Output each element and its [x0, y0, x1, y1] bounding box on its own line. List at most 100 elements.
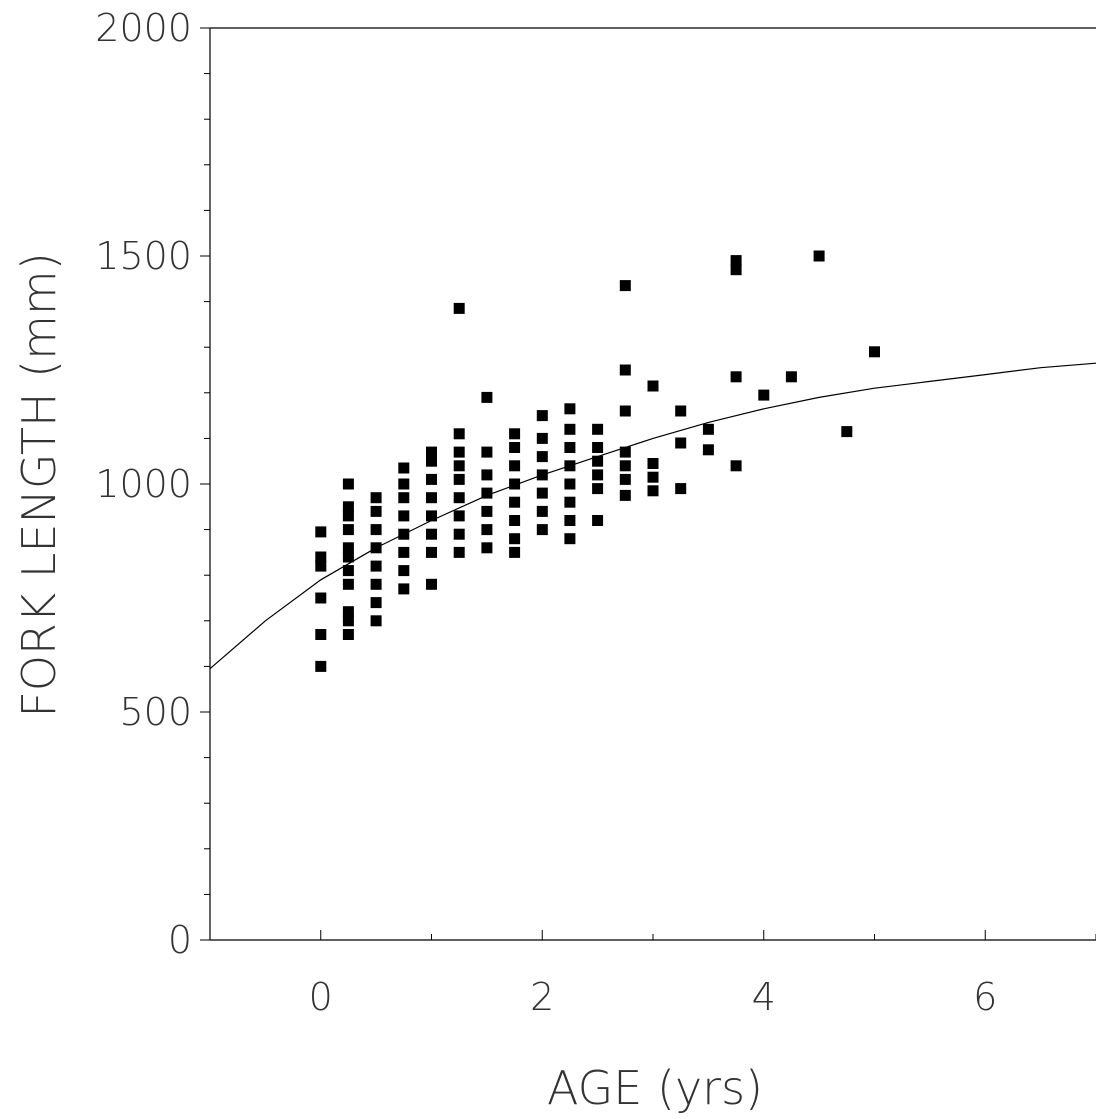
- data-point: [647, 458, 659, 469]
- x-axis-title: AGE (yrs): [547, 1061, 763, 1115]
- data-point: [592, 455, 604, 467]
- data-point: [509, 546, 521, 558]
- data-point: [315, 629, 327, 640]
- data-point: [564, 478, 576, 490]
- axis-tick-labels: 0 500 1000 1500 2000 0 2 4 6: [95, 6, 997, 1019]
- data-point: [453, 492, 465, 504]
- data-point: [453, 460, 465, 472]
- data-point: [675, 405, 687, 417]
- y-tick-label: 1000: [95, 462, 192, 506]
- data-point: [509, 460, 521, 472]
- data-point: [619, 446, 631, 458]
- data-point: [702, 444, 714, 456]
- data-point: [370, 597, 382, 609]
- data-points: [315, 250, 880, 672]
- data-point: [592, 469, 604, 481]
- data-point: [342, 524, 354, 536]
- data-point: [509, 442, 521, 453]
- data-point: [315, 660, 327, 672]
- data-point: [315, 551, 327, 563]
- data-point: [398, 510, 410, 522]
- data-point: [509, 428, 521, 440]
- data-point: [398, 528, 410, 540]
- data-point: [675, 437, 687, 449]
- data-point: [536, 487, 548, 499]
- data-point: [675, 483, 687, 495]
- y-tick-label: 500: [119, 690, 192, 734]
- data-point: [481, 524, 493, 536]
- data-point: [426, 492, 437, 504]
- data-point: [426, 455, 437, 467]
- data-point: [619, 280, 631, 292]
- data-point: [592, 515, 604, 526]
- data-point: [315, 592, 327, 604]
- data-point: [647, 471, 659, 483]
- data-point: [509, 533, 521, 545]
- y-tick-label: 0: [168, 918, 192, 962]
- data-point: [426, 578, 437, 590]
- data-point: [370, 560, 382, 572]
- data-point: [370, 524, 382, 536]
- data-point: [342, 615, 354, 627]
- data-point: [370, 578, 382, 590]
- data-point: [426, 546, 437, 558]
- x-tick-label: 0: [309, 975, 333, 1019]
- data-point: [453, 528, 465, 540]
- data-point: [509, 496, 521, 508]
- data-point: [342, 578, 354, 590]
- data-point: [398, 462, 410, 474]
- x-tick-label: 6: [973, 975, 997, 1019]
- x-tick-label: 4: [752, 975, 776, 1019]
- data-point: [370, 505, 382, 517]
- y-tick-label: 1500: [95, 234, 192, 278]
- data-point: [426, 510, 437, 522]
- data-point: [453, 546, 465, 558]
- data-point: [453, 510, 465, 522]
- data-point: [453, 428, 465, 440]
- data-point: [481, 469, 493, 481]
- data-point: [481, 446, 493, 458]
- data-point: [481, 542, 493, 554]
- data-point: [426, 473, 437, 485]
- data-point: [647, 380, 659, 392]
- data-point: [592, 442, 604, 453]
- data-point: [342, 510, 354, 522]
- data-point: [370, 542, 382, 554]
- axis-ticks: [200, 27, 1096, 941]
- data-point: [342, 629, 354, 640]
- data-point: [398, 583, 410, 595]
- data-point: [619, 473, 631, 485]
- data-point: [509, 478, 521, 490]
- data-point: [536, 469, 548, 481]
- fitted-growth-curve: [209, 362, 1096, 670]
- data-point: [564, 515, 576, 526]
- x-tick-label: 2: [530, 975, 554, 1019]
- data-point: [619, 364, 631, 376]
- data-point: [342, 542, 354, 554]
- data-point: [453, 446, 465, 458]
- data-point: [481, 391, 493, 403]
- data-point: [370, 492, 382, 504]
- data-point: [398, 492, 410, 504]
- data-point: [536, 451, 548, 463]
- data-point: [426, 446, 437, 458]
- data-point: [342, 565, 354, 577]
- data-point: [730, 264, 742, 276]
- data-point: [785, 371, 797, 383]
- data-point: [342, 606, 354, 618]
- data-point: [536, 432, 548, 444]
- data-point: [869, 346, 880, 358]
- data-point: [758, 389, 770, 401]
- data-point: [398, 546, 410, 558]
- data-point: [564, 460, 576, 472]
- data-point: [619, 460, 631, 472]
- data-point: [453, 302, 465, 314]
- data-point: [702, 423, 714, 435]
- data-point: [564, 442, 576, 453]
- data-point: [730, 460, 742, 472]
- data-point: [592, 483, 604, 495]
- data-point: [398, 565, 410, 577]
- data-point: [619, 489, 631, 501]
- data-point: [481, 505, 493, 517]
